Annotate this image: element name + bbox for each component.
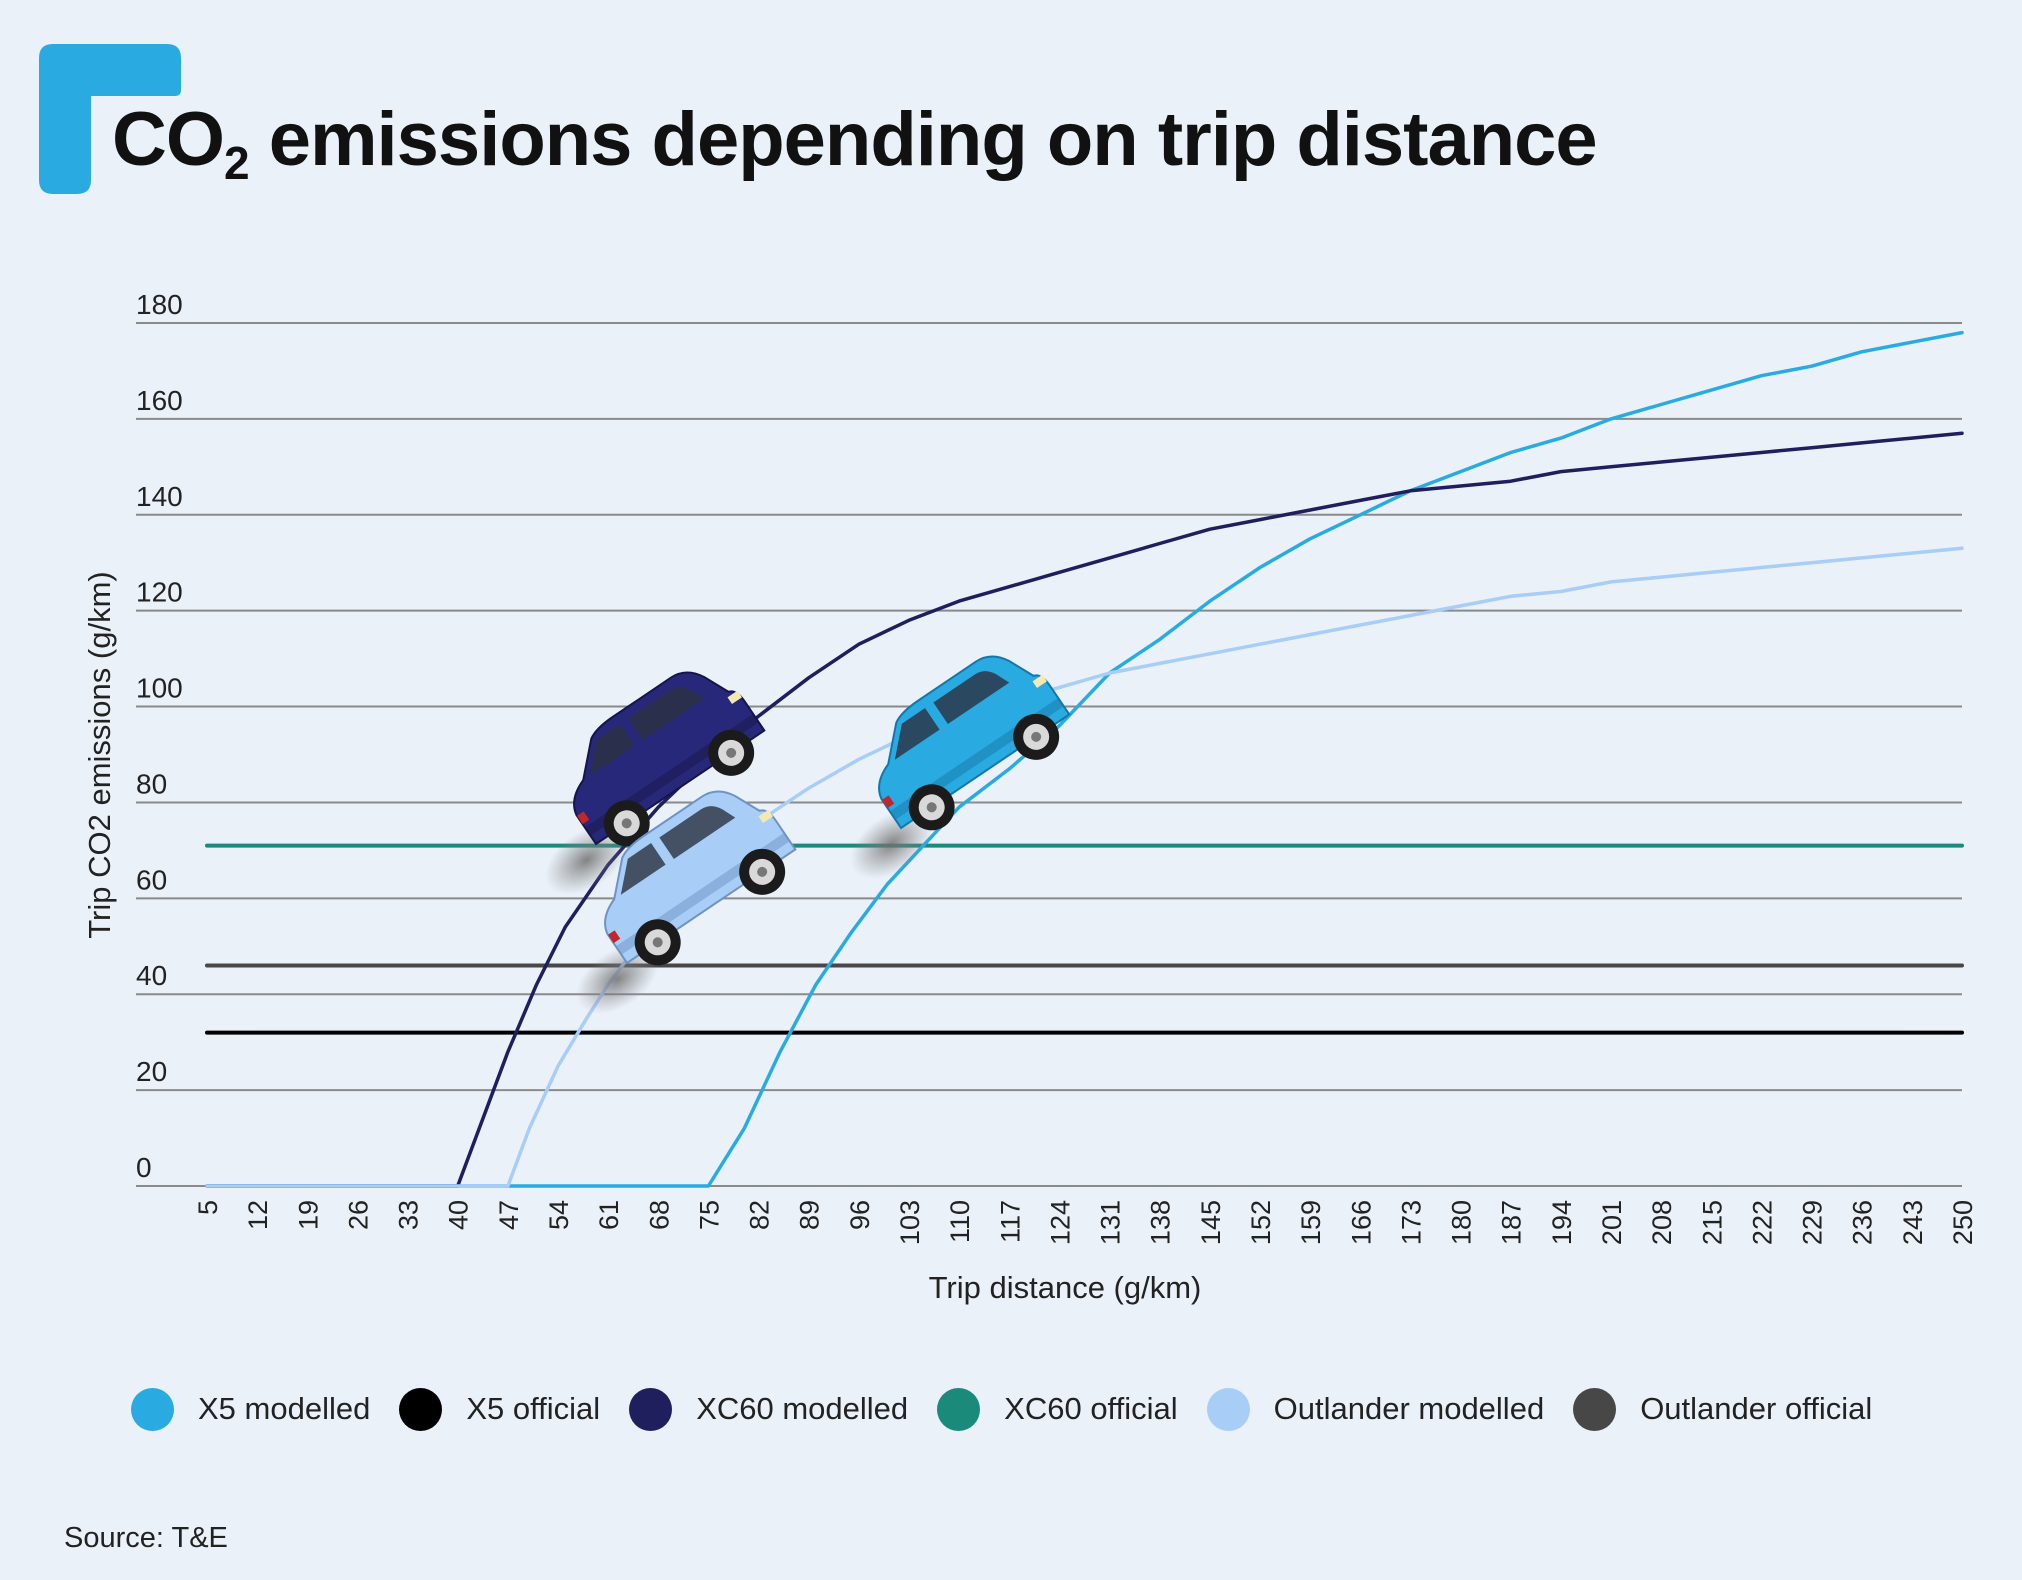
x-tick-label: 131 (1096, 1200, 1126, 1245)
series-line-xc60-modelled (205, 431, 1964, 1188)
legend-swatch (937, 1387, 981, 1431)
legend-item-outlander-official: Outlander official (1573, 1387, 1873, 1431)
legend-label: XC60 modelled (696, 1391, 909, 1426)
car-x5-illustration (850, 655, 1071, 879)
legend-item-xc60-official: XC60 official (937, 1387, 1178, 1431)
chart-legend: X5 modelled X5 official XC60 modelled XC60 … (131, 1384, 1901, 1434)
x-tick-label: 96 (845, 1200, 875, 1230)
x-tick-label: 173 (1396, 1200, 1426, 1245)
x-tick-label: 166 (1346, 1200, 1376, 1245)
title-subscript-2: 2 (224, 137, 250, 189)
car-xc60-illustration (545, 671, 766, 895)
x-tick-label: 89 (795, 1200, 825, 1230)
legend-label: X5 official (466, 1391, 601, 1426)
y-tick-label: 60 (136, 864, 167, 895)
series-line-x5-modelled (205, 330, 1964, 1188)
x-tick-label: 243 (1898, 1200, 1928, 1245)
y-tick-label: 120 (136, 577, 183, 608)
legend-swatch (1206, 1387, 1250, 1431)
x-tick-label: 194 (1547, 1200, 1577, 1245)
x-tick-label: 26 (343, 1200, 373, 1230)
y-tick-label: 40 (136, 960, 167, 991)
x-tick-label: 40 (444, 1200, 474, 1230)
x-tick-label: 229 (1798, 1200, 1828, 1245)
x-tick-label: 68 (644, 1200, 674, 1230)
x-tick-label: 82 (745, 1200, 775, 1230)
legend-swatch (629, 1387, 673, 1431)
y-tick-label: 0 (136, 1152, 152, 1183)
title-co: CO (112, 97, 225, 182)
x-tick-label: 124 (1045, 1200, 1075, 1245)
x-tick-label: 138 (1146, 1200, 1176, 1245)
x-tick-label: 145 (1196, 1200, 1226, 1245)
x-tick-label: 5 (193, 1200, 223, 1215)
legend-swatch (131, 1387, 174, 1431)
legend-item-outlander-modelled: Outlander modelled (1206, 1387, 1545, 1431)
legend-label: XC60 official (1004, 1391, 1178, 1426)
x-axis-label: Trip distance (g/km) (929, 1270, 1202, 1305)
x-tick-label: 19 (293, 1200, 323, 1230)
y-axis-label: Trip CO2 emissions (g/km) (82, 571, 117, 938)
x-tick-label: 33 (394, 1200, 424, 1230)
legend-swatch (399, 1387, 443, 1431)
x-tick-label: 208 (1647, 1200, 1677, 1245)
legend-item-xc60-modelled: XC60 modelled (629, 1387, 909, 1431)
x-tick-label: 47 (494, 1200, 524, 1230)
title-rest: emissions depending on trip distance (248, 97, 1598, 182)
x-tick-label: 159 (1296, 1200, 1326, 1245)
y-tick-label: 180 (136, 289, 183, 320)
x-tick-label: 222 (1747, 1200, 1777, 1245)
legend-item-x5-official: X5 official (399, 1387, 601, 1431)
y-tick-label: 80 (136, 768, 167, 799)
x-tick-label: 180 (1447, 1200, 1477, 1245)
x-tick-label: 187 (1497, 1200, 1527, 1245)
legend-label: Outlander modelled (1273, 1391, 1545, 1426)
legend-swatch (1573, 1387, 1617, 1431)
car-outlander-illustration (576, 790, 797, 1014)
x-tick-label: 54 (544, 1200, 574, 1230)
source-note: Source: T&E (64, 1522, 228, 1554)
brand-corner-mark (39, 44, 181, 194)
chart-title: CO2 emissions depending on trip distance (112, 96, 1598, 190)
x-tick-label: 250 (1948, 1200, 1978, 1245)
legend-label: X5 modelled (198, 1391, 371, 1426)
x-tick-label: 103 (895, 1200, 925, 1245)
x-tick-label: 236 (1848, 1200, 1878, 1245)
y-tick-label: 20 (136, 1056, 167, 1087)
x-tick-label: 75 (694, 1200, 724, 1230)
y-tick-label: 100 (136, 673, 183, 704)
legend-item-x5-modelled: X5 modelled (131, 1387, 371, 1431)
x-tick-label: 215 (1697, 1200, 1727, 1245)
y-tick-label: 140 (136, 481, 183, 512)
legend-label: Outlander official (1640, 1391, 1873, 1426)
x-tick-label: 110 (945, 1200, 975, 1243)
x-tick-label: 12 (243, 1200, 273, 1230)
x-tick-label: 117 (995, 1200, 1025, 1243)
y-tick-label: 160 (136, 385, 183, 416)
x-tick-label: 61 (594, 1200, 624, 1230)
x-tick-label: 201 (1597, 1200, 1627, 1245)
x-tick-label: 152 (1246, 1200, 1276, 1245)
